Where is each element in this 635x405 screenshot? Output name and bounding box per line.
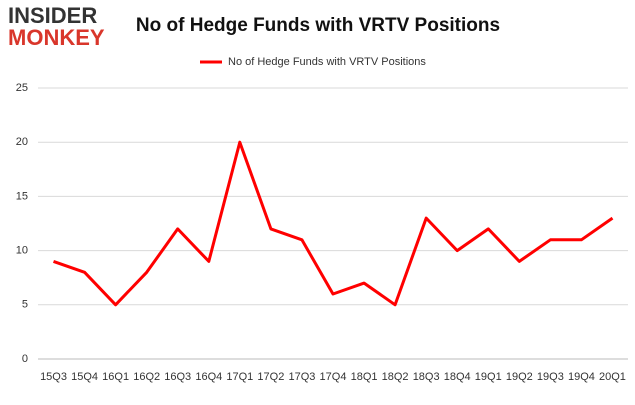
x-tick-label: 17Q4 [320, 371, 347, 383]
x-tick-label: 19Q3 [537, 371, 564, 383]
y-tick-label: 5 [22, 299, 28, 311]
x-tick-label: 15Q3 [40, 371, 67, 383]
x-tick-label: 19Q1 [475, 371, 502, 383]
y-tick-label: 10 [16, 245, 28, 257]
legend-label: No of Hedge Funds with VRTV Positions [228, 56, 426, 68]
x-tick-label: 16Q1 [102, 371, 129, 383]
x-tick-label: 19Q4 [568, 371, 595, 383]
x-tick-label: 18Q4 [444, 371, 471, 383]
x-tick-label: 19Q2 [506, 371, 533, 383]
x-tick-label: 15Q4 [71, 371, 98, 383]
y-tick-label: 15 [16, 190, 28, 202]
logo-top: INSIDER [8, 3, 97, 28]
x-tick-label: 16Q4 [195, 371, 222, 383]
x-tick-label: 18Q3 [413, 371, 440, 383]
x-tick-label: 20Q1 [599, 371, 626, 383]
y-tick-label: 25 [16, 82, 28, 94]
x-tick-label: 18Q1 [351, 371, 378, 383]
y-tick-label: 0 [22, 353, 28, 365]
x-tick-label: 18Q2 [382, 371, 409, 383]
x-tick-label: 17Q2 [257, 371, 284, 383]
y-tick-label: 20 [16, 136, 28, 148]
x-tick-label: 16Q2 [133, 371, 160, 383]
logo-bottom: MONKEY [8, 25, 105, 50]
data-line [53, 140, 614, 307]
chart-title: No of Hedge Funds with VRTV Positions [136, 15, 500, 36]
x-tick-label: 17Q3 [288, 371, 315, 383]
x-tick-label: 17Q1 [226, 371, 253, 383]
x-tick-label: 16Q3 [164, 371, 191, 383]
